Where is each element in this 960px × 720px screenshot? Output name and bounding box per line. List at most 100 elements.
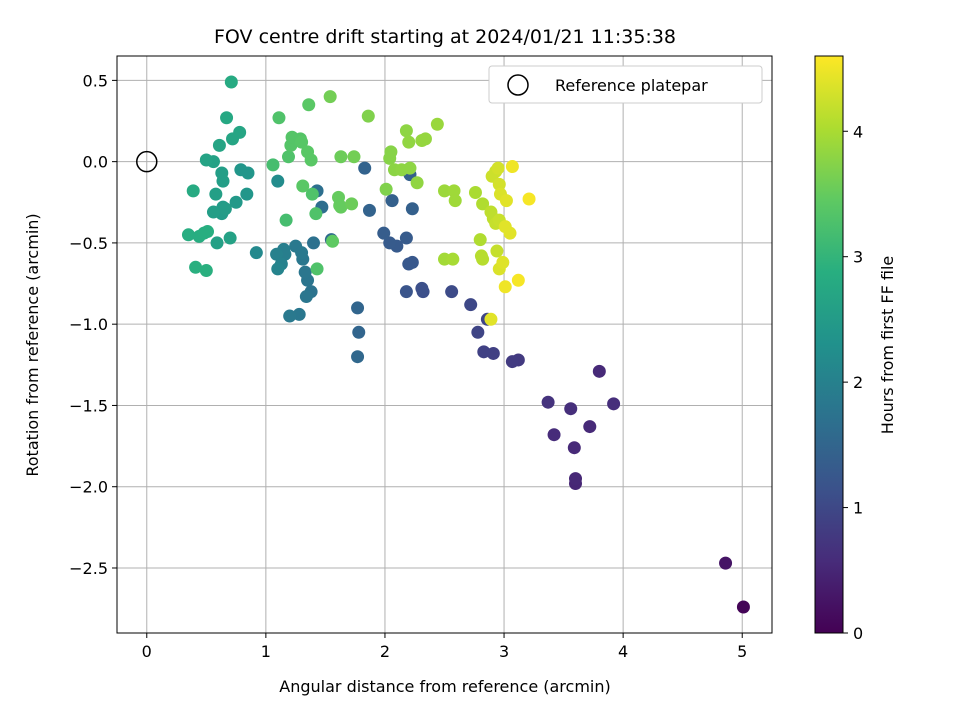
data-point [266, 158, 280, 172]
data-point [299, 290, 313, 304]
data-point [541, 395, 555, 409]
legend-marker-reference [507, 74, 529, 96]
data-point [402, 257, 416, 271]
data-point [547, 428, 561, 442]
data-point [352, 325, 366, 339]
data-point [383, 236, 397, 250]
data-point [496, 255, 510, 269]
data-point [334, 150, 348, 164]
data-point [201, 225, 215, 239]
data-point [499, 194, 513, 208]
data-point [430, 117, 444, 131]
data-point [379, 182, 393, 196]
data-point [215, 166, 229, 180]
data-point [476, 197, 490, 211]
data-point [233, 125, 247, 139]
y-tick-label: 0.5 [83, 71, 108, 90]
data-point [272, 111, 286, 125]
x-tick-label: 0 [142, 642, 152, 661]
data-point [298, 265, 312, 279]
data-point [362, 203, 376, 217]
y-axis-label: Rotation from reference (arcmin) [23, 213, 42, 476]
data-point [296, 179, 310, 193]
data-point [271, 174, 285, 188]
data-point [403, 161, 417, 175]
data-point [220, 111, 234, 125]
data-point [418, 132, 432, 146]
data-point [410, 176, 424, 190]
colorbar-tick-label: 2 [853, 373, 863, 392]
plot-frame [116, 55, 773, 634]
data-point [351, 301, 365, 315]
data-point [377, 226, 391, 240]
data-point [505, 160, 519, 174]
data-point [490, 244, 504, 258]
data-point [719, 556, 733, 570]
y-tick-label: −1.0 [69, 315, 108, 334]
data-point [218, 202, 232, 216]
legend-box [488, 65, 763, 104]
data-point [415, 281, 429, 295]
data-point [212, 138, 226, 152]
data-point [310, 262, 324, 276]
data-point [402, 135, 416, 149]
data-point [206, 205, 220, 219]
data-point [583, 420, 597, 434]
data-point [569, 472, 582, 486]
data-point [511, 273, 525, 287]
data-point [522, 192, 536, 206]
data-point [399, 285, 413, 299]
data-point [210, 236, 224, 250]
colorbar-tick-label: 3 [853, 248, 863, 267]
data-point [445, 285, 459, 299]
data-point [295, 246, 309, 260]
data-point [199, 153, 213, 167]
data-point [473, 233, 487, 247]
data-point [224, 75, 238, 89]
colorbar-tick-label: 0 [853, 624, 863, 643]
x-axis-label: Angular distance from reference (arcmin) [279, 677, 610, 696]
data-point [240, 187, 254, 201]
data-point [209, 187, 223, 201]
legend-entry-reference: Reference platepar [555, 76, 708, 95]
data-point [229, 195, 243, 209]
colorbar: 0 1 2 3 4 Hours from first FF file [814, 55, 897, 643]
data-point [503, 226, 517, 240]
data-point [302, 98, 316, 112]
data-points [181, 75, 750, 614]
data-point [281, 150, 295, 164]
data-point [295, 135, 309, 149]
data-point [271, 262, 285, 276]
data-point [399, 231, 413, 245]
data-point [736, 600, 750, 614]
data-point [347, 150, 361, 164]
data-point [484, 312, 498, 326]
data-point [464, 298, 478, 312]
data-point [361, 109, 375, 123]
x-tick-label: 5 [737, 642, 747, 661]
data-point [447, 184, 461, 198]
data-point [305, 187, 319, 201]
data-point [438, 184, 451, 198]
chart-title: FOV centre drift starting at 2024/01/21 … [214, 26, 676, 48]
plot-area: 0 1 2 3 4 5 0.5 0.0 −0.5 −1.0 −1.5 −2.0 −2.5 [69, 55, 773, 661]
data-point [307, 236, 320, 250]
data-point [334, 200, 348, 214]
x-tick-label: 3 [499, 642, 509, 661]
reference-point-marker [136, 150, 158, 173]
data-point [270, 247, 284, 261]
data-point [567, 441, 581, 455]
y-tick-label: −2.5 [69, 559, 108, 578]
data-point [358, 161, 372, 175]
data-point [385, 194, 399, 208]
data-point [448, 194, 462, 208]
data-point [564, 402, 578, 416]
x-axis-ticks: 0 1 2 3 4 5 [142, 633, 747, 661]
data-point [279, 213, 293, 227]
data-point [304, 153, 318, 167]
legend: Reference platepar [488, 65, 763, 104]
plot-background [117, 56, 772, 633]
colorbar-gradient [814, 55, 844, 634]
data-point [223, 231, 237, 245]
